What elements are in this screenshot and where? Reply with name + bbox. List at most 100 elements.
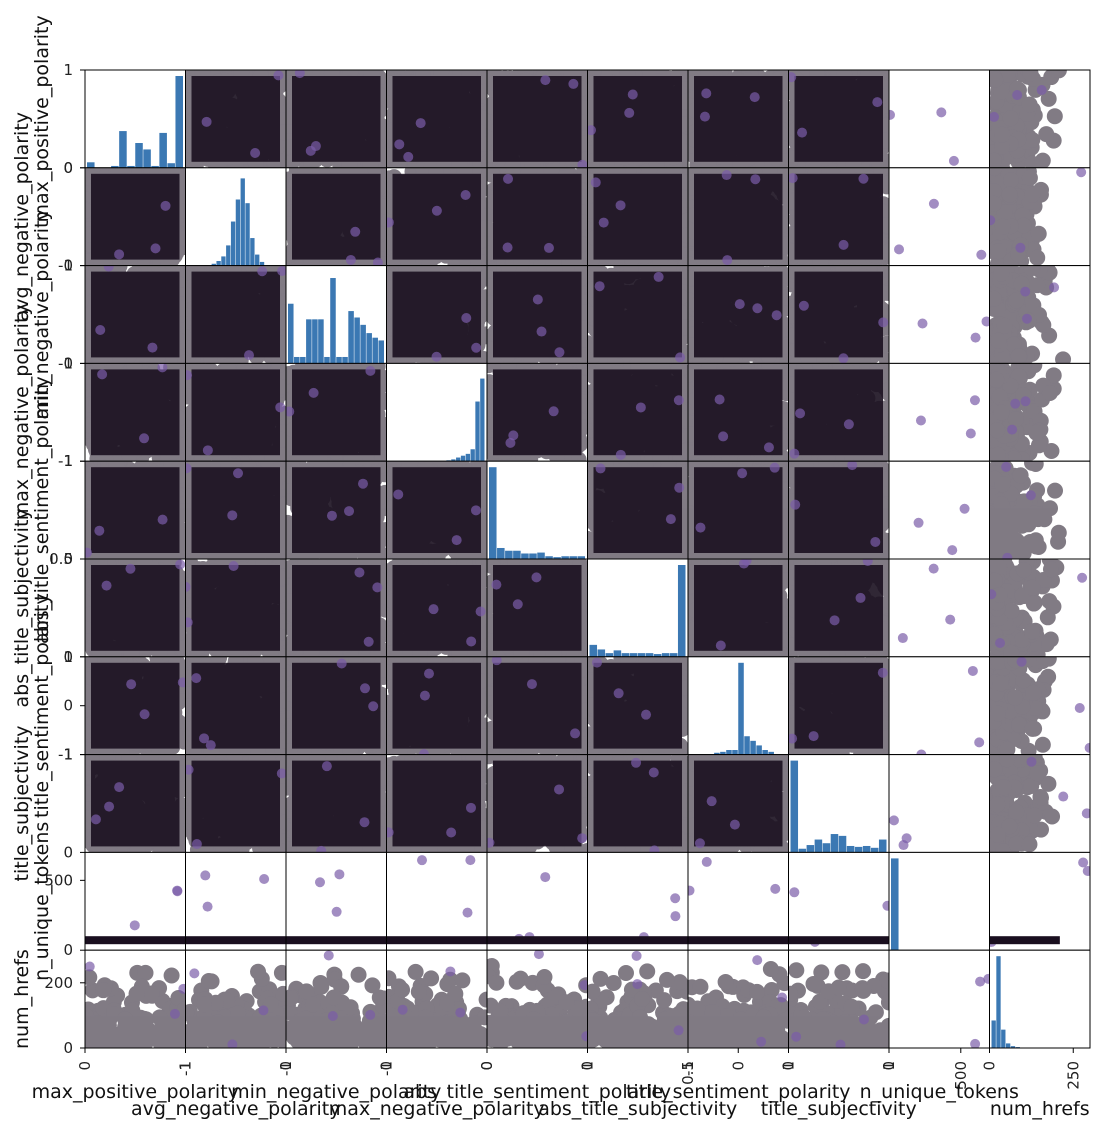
scatter-point-highlight bbox=[161, 201, 171, 211]
hist-bar bbox=[250, 238, 254, 266]
hist-bar bbox=[236, 200, 240, 266]
scatter-point bbox=[991, 243, 1007, 259]
dense-region bbox=[292, 174, 381, 260]
scatter-point-highlight bbox=[616, 200, 626, 210]
scatter-point-highlight bbox=[750, 92, 760, 102]
scatter-point-highlight bbox=[403, 152, 413, 162]
hist-bar bbox=[135, 143, 143, 168]
scatter-point bbox=[1023, 65, 1039, 81]
cell-max_positive_polarity-vs-abs_title_subjectivity bbox=[580, 62, 696, 175]
scatter-point-highlight bbox=[394, 139, 404, 149]
hist-bar bbox=[245, 203, 249, 265]
cell-max_positive_polarity-vs-max_negative_polarity bbox=[379, 62, 495, 175]
cell-avg_negative_polarity-vs-abs_title_sentiment_polarity bbox=[479, 161, 595, 274]
cell-avg_negative_polarity-vs-max_negative_polarity bbox=[379, 161, 495, 273]
scatter-point-highlight bbox=[949, 156, 959, 166]
cell-background bbox=[889, 168, 990, 266]
scatter-point-highlight bbox=[788, 173, 798, 183]
scatter-point-highlight bbox=[722, 255, 732, 265]
cell-avg_negative_polarity-vs-abs_title_subjectivity bbox=[580, 160, 696, 274]
hist-bar bbox=[167, 163, 175, 168]
scatter-point-highlight bbox=[1012, 90, 1022, 100]
cell-avg_negative_polarity-vs-min_negative_polarity bbox=[279, 160, 394, 273]
scatter-point bbox=[1024, 187, 1040, 203]
hist-bar bbox=[221, 256, 225, 265]
dense-region bbox=[493, 76, 582, 162]
scatter-point-highlight bbox=[701, 88, 711, 98]
scatter-point bbox=[1047, 108, 1063, 124]
scatter-point-highlight bbox=[350, 227, 360, 237]
scatter-point bbox=[1029, 250, 1045, 266]
scatter-point-highlight bbox=[114, 249, 124, 259]
hist-bar bbox=[231, 222, 235, 266]
cell-max_positive_polarity-vs-min_negative_polarity bbox=[278, 62, 394, 174]
scatter-point-highlight bbox=[503, 174, 513, 184]
scatter-point-highlight bbox=[894, 244, 904, 254]
dense-region bbox=[795, 174, 884, 260]
hist-bar bbox=[175, 76, 183, 168]
scatter-point-highlight bbox=[624, 108, 634, 118]
cell-avg_negative_polarity-vs-avg_negative_polarity bbox=[186, 168, 287, 266]
scatter-point-highlight bbox=[151, 243, 161, 253]
cell-avg_negative_polarity-vs-n_unique_tokens bbox=[889, 168, 990, 266]
scatter-point-highlight bbox=[1015, 243, 1025, 253]
scatter-point-highlight bbox=[568, 79, 578, 89]
dense-region bbox=[91, 174, 180, 260]
scatter-point bbox=[1003, 110, 1019, 126]
scatter-point-highlight bbox=[750, 174, 760, 184]
dense-region bbox=[795, 76, 884, 162]
matrix-cells bbox=[77, 62, 1095, 1052]
scatter-point bbox=[995, 219, 1011, 235]
hist-bar bbox=[159, 133, 167, 168]
scatter-point bbox=[1003, 172, 1019, 188]
scatter-point bbox=[1022, 170, 1038, 186]
scatter-point-highlight bbox=[839, 240, 849, 250]
scatter-point-highlight bbox=[628, 89, 638, 99]
scatter-point bbox=[1022, 97, 1038, 113]
cell-max_positive_polarity-vs-title_subjectivity bbox=[781, 62, 897, 175]
scatter-point-highlight bbox=[722, 170, 732, 180]
scatter-point-highlight bbox=[250, 148, 260, 158]
scatter-point-highlight bbox=[540, 75, 550, 85]
dense-region bbox=[594, 174, 683, 260]
cell-avg_negative_polarity-vs-max_positive_polarity bbox=[77, 160, 193, 274]
scatter-point-highlight bbox=[976, 250, 986, 260]
cell-avg_negative_polarity-vs-num_hrefs bbox=[985, 160, 1090, 273]
scatter-point bbox=[1031, 226, 1047, 242]
dense-region bbox=[393, 174, 482, 260]
scatter-point bbox=[1024, 132, 1040, 148]
dense-region bbox=[292, 76, 381, 162]
scatter-point-highlight bbox=[936, 107, 946, 117]
hist-bar bbox=[119, 131, 127, 168]
cell-avg_negative_polarity-vs-title_sentiment_polarity bbox=[680, 160, 796, 273]
hist-bar bbox=[241, 178, 245, 265]
dense-region bbox=[694, 174, 783, 260]
cell-max_positive_polarity-vs-abs_title_sentiment_polarity bbox=[479, 62, 595, 175]
scatter-point-highlight bbox=[700, 112, 710, 122]
cell-max_positive_polarity-vs-n_unique_tokens bbox=[885, 70, 989, 168]
scatter-point-highlight bbox=[872, 97, 882, 107]
scatter-point-highlight bbox=[432, 206, 442, 216]
scatter-point bbox=[1038, 126, 1054, 142]
scatter-point-highlight bbox=[202, 117, 212, 127]
hist-bar bbox=[143, 149, 151, 167]
cell-avg_negative_polarity-vs-title_subjectivity bbox=[781, 160, 897, 272]
cell-background bbox=[889, 70, 990, 168]
cell-max_positive_polarity-vs-max_positive_polarity bbox=[85, 70, 186, 168]
scatter-point-highlight bbox=[544, 243, 554, 253]
scatter-point bbox=[994, 127, 1010, 143]
hist-bar bbox=[216, 261, 220, 266]
scatter-point bbox=[1035, 153, 1051, 169]
cell-max_positive_polarity-vs-title_sentiment_polarity bbox=[680, 62, 796, 175]
scatter-point-highlight bbox=[1037, 85, 1047, 95]
hist-bar bbox=[87, 162, 95, 168]
scatter-point-highlight bbox=[311, 141, 321, 151]
scatter-point-highlight bbox=[346, 255, 356, 265]
scatter-point-highlight bbox=[989, 112, 999, 122]
hist-bar bbox=[255, 255, 259, 266]
scatter-point-highlight bbox=[591, 177, 601, 187]
dense-region bbox=[393, 76, 482, 162]
cell-max_positive_polarity-vs-avg_negative_polarity bbox=[178, 62, 293, 175]
scatter-point-highlight bbox=[461, 190, 471, 200]
